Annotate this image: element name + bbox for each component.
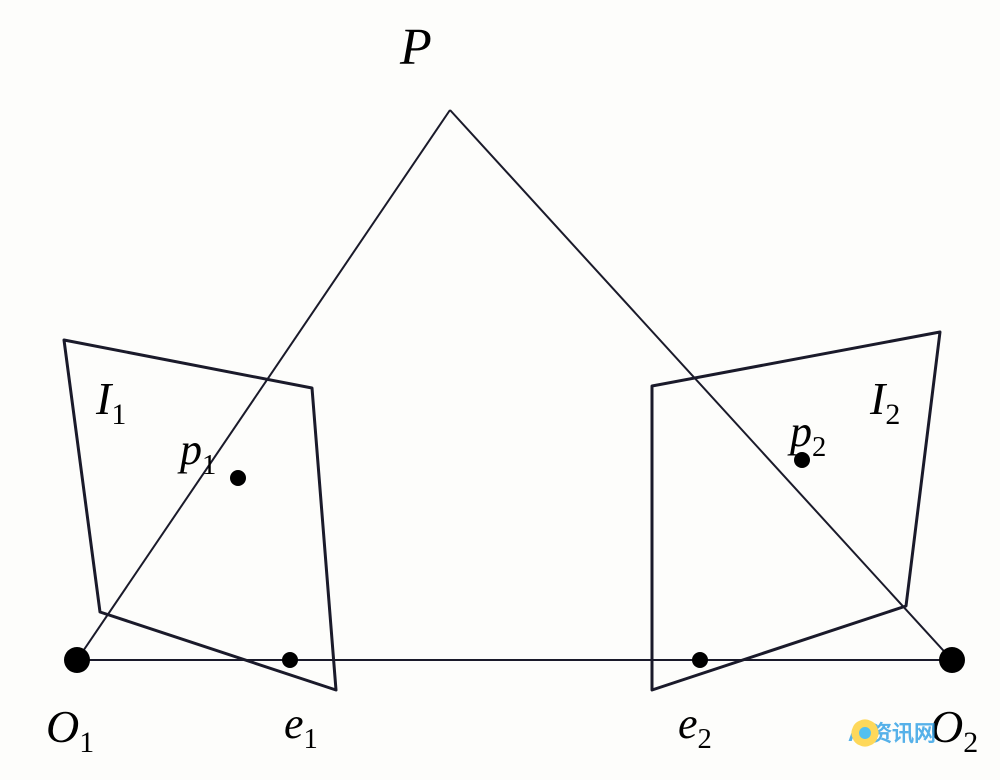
label-I1-sub: 1 — [111, 398, 126, 431]
point-e1 — [282, 652, 298, 668]
point-O1 — [64, 647, 90, 673]
epipolar-diagram: P I1 I2 p1 p2 O1 O2 e1 e2 AI资讯网 — [0, 0, 1000, 780]
label-p1: p1 — [180, 424, 216, 482]
label-e2-sub: 2 — [698, 724, 712, 755]
point-p1 — [230, 470, 246, 486]
line-O1-P — [77, 110, 450, 660]
label-p2-text: p — [790, 407, 812, 456]
label-I2-sub: 2 — [885, 398, 900, 431]
label-p2-sub: 2 — [812, 432, 826, 463]
label-p2: p2 — [790, 406, 826, 464]
label-P: P — [400, 18, 432, 77]
point-O2 — [939, 647, 965, 673]
label-e1-text: e — [284, 699, 304, 748]
label-p1-text: p — [180, 425, 202, 474]
label-I1: I1 — [96, 372, 126, 432]
label-O1-sub: 1 — [79, 726, 94, 759]
label-e2-text: e — [678, 699, 698, 748]
label-I2: I2 — [870, 372, 900, 432]
label-I1-text: I — [96, 373, 111, 424]
label-O2: O2 — [930, 700, 978, 760]
label-e2: e2 — [678, 698, 712, 756]
label-O1: O1 — [46, 700, 94, 760]
diagram-svg — [0, 0, 1000, 780]
label-O1-text: O — [46, 701, 79, 752]
label-e1-sub: 1 — [304, 724, 318, 755]
flower-icon — [848, 716, 882, 750]
label-e1: e1 — [284, 698, 318, 756]
point-e2 — [692, 652, 708, 668]
label-O2-sub: 2 — [963, 726, 978, 759]
label-I2-text: I — [870, 373, 885, 424]
label-P-text: P — [400, 19, 432, 76]
label-p1-sub: 1 — [202, 450, 216, 481]
watermark: AI资讯网 — [848, 716, 936, 748]
